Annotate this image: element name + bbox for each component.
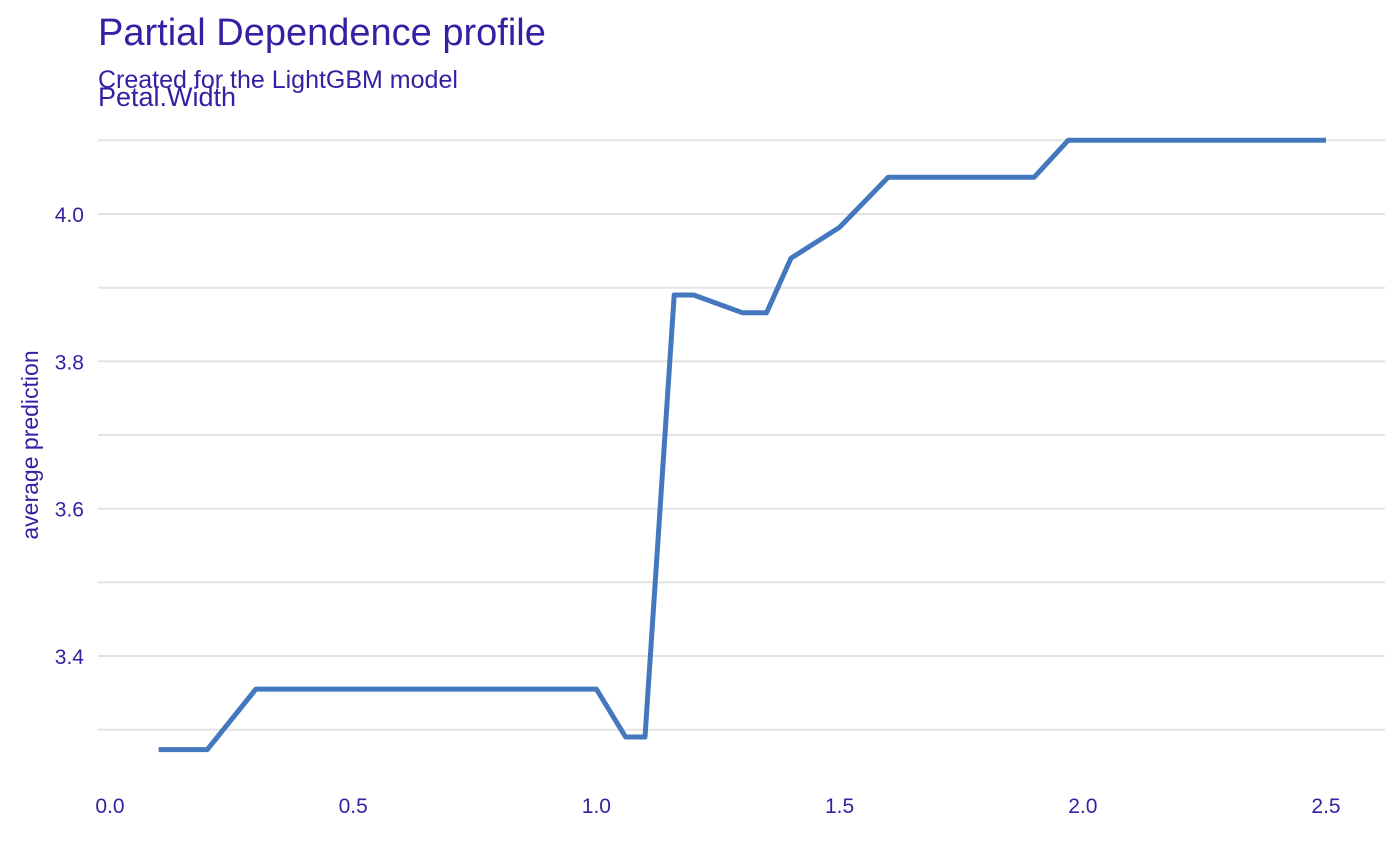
- x-tick-label: 2.5: [1311, 795, 1340, 818]
- panel-label: Petal.Width: [98, 82, 237, 112]
- gridlines: [98, 139, 1385, 731]
- y-axis-label: average prediction: [17, 350, 43, 539]
- series-line: [158, 137, 1326, 753]
- chart-title: Partial Dependence profile: [98, 12, 546, 54]
- x-tick-label: 0.5: [339, 795, 368, 818]
- y-tick-label: 4.0: [55, 204, 84, 227]
- chart-subtitle: Created for the LightGBM model: [98, 66, 458, 94]
- x-tick-labels: 0.0 0.5 1.0 1.5 2.0 2.5: [95, 795, 1340, 818]
- series-layer: [158, 137, 1326, 753]
- x-tick-label: 1.5: [825, 795, 854, 818]
- y-tick-labels: 3.4 3.6 3.8 4.0: [55, 204, 85, 669]
- x-tick-label: 2.0: [1068, 795, 1097, 818]
- x-tick-label: 1.0: [582, 795, 611, 818]
- y-tick-label: 3.8: [55, 351, 84, 374]
- y-tick-label: 3.4: [55, 646, 85, 669]
- y-tick-label: 3.6: [55, 499, 84, 522]
- x-tick-label: 0.0: [95, 795, 124, 818]
